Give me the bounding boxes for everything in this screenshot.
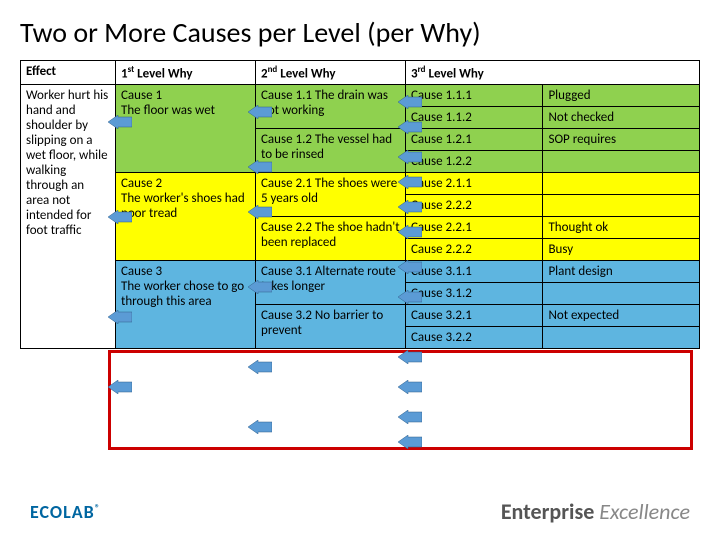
footer: ECOLAB® Enterprise Excellence	[30, 498, 690, 525]
level3-id-cell: Cause 2.2.2	[406, 239, 543, 261]
level3-text-cell: Thought ok	[543, 217, 700, 239]
level3-id-cell: Cause 3.1.1	[406, 261, 543, 283]
level3-id-cell: Cause 3.2.2	[406, 327, 543, 349]
arrow-icon	[248, 420, 272, 434]
level3-id-cell: Cause 3.2.1	[406, 305, 543, 327]
level3-text-cell	[543, 327, 700, 349]
level3-text-cell: Plugged	[543, 85, 700, 107]
level3-id-cell: Cause 2.1.1	[406, 173, 543, 195]
ecolab-logo: ECOLAB®	[30, 501, 101, 523]
arrow-icon	[108, 380, 132, 394]
level3-id-cell: Cause 1.1.1	[406, 85, 543, 107]
level1-cell: Cause 3 The worker chose to go through t…	[116, 261, 256, 349]
level3-text-cell	[543, 195, 700, 217]
arrow-icon	[398, 380, 422, 394]
arrow-icon	[398, 350, 422, 364]
table-row: Worker hurt his hand and shoulder by sli…	[21, 85, 700, 107]
level1-cell: Cause 1 The floor was wet	[116, 85, 256, 173]
header-l3: 3rd Level Why	[406, 61, 700, 85]
level3-id-cell: Cause 1.2.2	[406, 151, 543, 173]
enterprise-excellence-logo: Enterprise Excellence	[501, 498, 690, 525]
effect-cell: Worker hurt his hand and shoulder by sli…	[21, 85, 116, 349]
cause-table: Effect 1st Level Why 2nd Level Why 3rd L…	[20, 60, 700, 349]
level3-text-cell	[543, 283, 700, 305]
arrow-icon	[398, 435, 422, 449]
header-l1: 1st Level Why	[116, 61, 256, 85]
level3-text-cell: Busy	[543, 239, 700, 261]
table-row: Cause 2 The worker's shoes had poor trea…	[21, 173, 700, 195]
page-title: Two or More Causes per Level (per Why)	[0, 0, 720, 60]
level3-id-cell: Cause 2.2.2	[406, 195, 543, 217]
level3-text-cell	[543, 173, 700, 195]
level3-text-cell	[543, 151, 700, 173]
level2-cell: Cause 2.2 The shoe hadn't been replaced	[256, 217, 406, 261]
level2-cell: Cause 3.1 Alternate route takes longer	[256, 261, 406, 305]
header-effect: Effect	[21, 61, 116, 85]
level2-cell: Cause 3.2 No barrier to prevent	[256, 305, 406, 349]
level3-text-cell: Plant design	[543, 261, 700, 283]
level3-text-cell: Not checked	[543, 107, 700, 129]
level3-text-cell: Not expected	[543, 305, 700, 327]
level3-id-cell: Cause 1.2.1	[406, 129, 543, 151]
level3-id-cell: Cause 3.1.2	[406, 283, 543, 305]
arrow-icon	[398, 410, 422, 424]
header-row: Effect 1st Level Why 2nd Level Why 3rd L…	[21, 61, 700, 85]
level2-cell: Cause 1.1 The drain was not working	[256, 85, 406, 129]
level2-cell: Cause 1.2 The vessel had to be rinsed	[256, 129, 406, 173]
level3-id-cell: Cause 2.2.1	[406, 217, 543, 239]
level2-cell: Cause 2.1 The shoes were 5 years old	[256, 173, 406, 217]
table-row: Cause 3 The worker chose to go through t…	[21, 261, 700, 283]
level1-cell: Cause 2 The worker's shoes had poor trea…	[116, 173, 256, 261]
level3-text-cell: SOP requires	[543, 129, 700, 151]
arrow-icon	[248, 360, 272, 374]
level3-id-cell: Cause 1.1.2	[406, 107, 543, 129]
header-l2: 2nd Level Why	[256, 61, 406, 85]
highlight-box	[108, 350, 693, 450]
